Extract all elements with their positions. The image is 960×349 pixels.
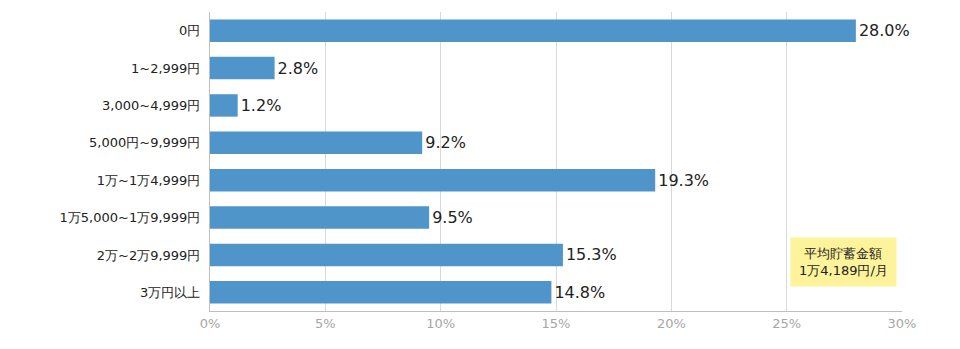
svg-text:1万~1万4,999円: 1万~1万4,999円: [97, 173, 201, 188]
svg-text:28.0%: 28.0%: [859, 21, 910, 40]
svg-text:0%: 0%: [200, 316, 221, 331]
svg-text:20%: 20%: [657, 316, 686, 331]
svg-text:1~2,999円: 1~2,999円: [131, 61, 200, 76]
svg-text:0円: 0円: [179, 23, 200, 38]
svg-text:30%: 30%: [888, 316, 917, 331]
svg-text:10%: 10%: [426, 316, 455, 331]
svg-text:2万~2万9,999円: 2万~2万9,999円: [97, 247, 201, 262]
svg-text:19.3%: 19.3%: [658, 171, 709, 190]
svg-text:14.8%: 14.8%: [554, 283, 605, 302]
svg-text:15%: 15%: [542, 316, 571, 331]
svg-text:5,000円~9,999円: 5,000円~9,999円: [89, 135, 200, 150]
svg-text:5%: 5%: [315, 316, 336, 331]
svg-text:9.2%: 9.2%: [425, 133, 466, 152]
svg-text:3万円以上: 3万円以上: [140, 285, 200, 300]
svg-text:15.3%: 15.3%: [566, 245, 617, 264]
svg-text:3,000~4,999円: 3,000~4,999円: [102, 98, 200, 113]
svg-text:1万5,000~1万9,999円: 1万5,000~1万9,999円: [60, 210, 201, 225]
svg-text:9.5%: 9.5%: [432, 208, 473, 227]
svg-text:平均貯蓄金額1万4,189円/月: 平均貯蓄金額1万4,189円/月: [799, 246, 888, 278]
svg-text:2.8%: 2.8%: [278, 59, 319, 78]
svg-text:25%: 25%: [772, 316, 801, 331]
svg-text:1.2%: 1.2%: [241, 96, 282, 115]
